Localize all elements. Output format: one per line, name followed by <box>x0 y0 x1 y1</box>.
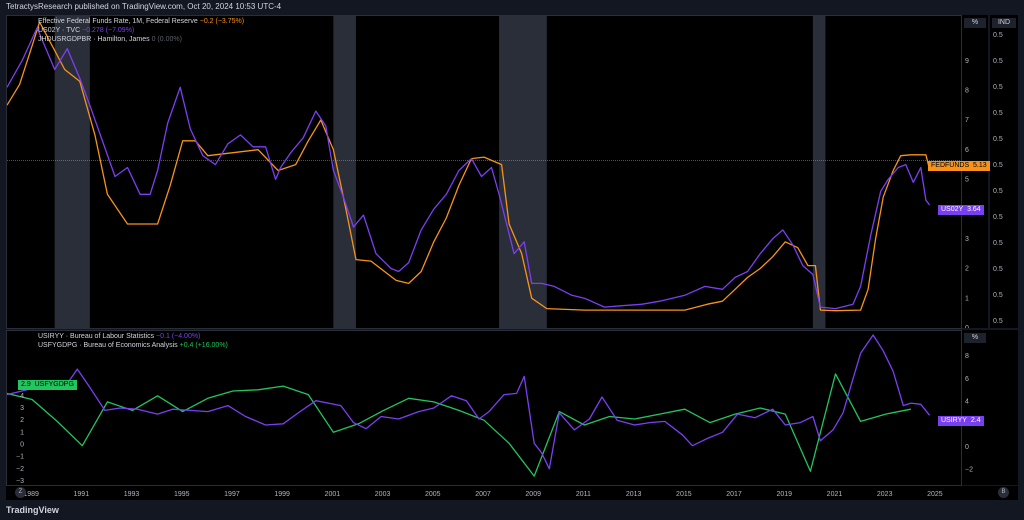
pane1-left-axis: 9876543210 <box>965 58 969 328</box>
x-tick-label: 2003 <box>375 491 391 498</box>
macro-pane[interactable] <box>6 330 962 486</box>
pane2-left-tick-label: 3 <box>20 405 24 412</box>
pane2-left-tick-label: −1 <box>16 454 24 461</box>
percent-scale-button[interactable]: % <box>964 18 986 28</box>
x-tick-label: 1999 <box>274 491 290 498</box>
x-tick-label: 1995 <box>174 491 190 498</box>
legend-row-recession[interactable]: JHDUSRGDPBR · Hamilton, James 0 (0.00%) <box>38 36 182 43</box>
y-tick-label: 9 <box>965 58 969 65</box>
tradingview-logo: TradingView <box>6 505 59 515</box>
x-tick-label: 1997 <box>224 491 240 498</box>
indicator-scale-button[interactable]: IND <box>992 18 1016 28</box>
pane1-right-axis: 0.5 0.5 0.5 0.5 0.5 0.5 0.5 0.5 0.5 0.5 0.5 0.5 <box>993 32 1003 325</box>
pane2-left-tick-label: 4 <box>20 393 24 400</box>
publish-info-bar: TetractysResearch published on TradingVi… <box>0 0 1024 14</box>
zoom-button[interactable]: Z <box>15 487 26 498</box>
y-tick-label: 5 <box>965 177 969 184</box>
y-tick-label: 7 <box>965 117 969 124</box>
series-line-usfygdpg <box>6 373 911 477</box>
us02y-price-tag: US02Y 3.64 <box>938 205 984 215</box>
pane2-legend: USIRYY · Bureau of Labour Statistics −0.… <box>38 332 228 350</box>
pane2-left-tick-label: 0 <box>20 442 24 449</box>
y-tick-label: 2 <box>965 266 969 273</box>
usiryy-price-tag: USIRYY 2.4 <box>938 416 984 426</box>
pane2-right-tick-label: −2 <box>965 467 973 474</box>
publish-info-text: TetractysResearch published on TradingVi… <box>6 2 282 11</box>
rates-chart[interactable] <box>6 16 961 328</box>
series-line-usiryy <box>6 334 931 470</box>
series-line-fedfunds <box>6 21 931 312</box>
recession-band-3 <box>812 16 826 328</box>
pane1-left-scale[interactable]: % 9876543210 <box>962 15 988 328</box>
recession-band-2 <box>499 16 547 328</box>
y-tick-label: 3 <box>965 236 969 243</box>
pane2-left-tick-label: 2 <box>20 417 24 424</box>
indicator-tick-label: 0.5 <box>993 240 1003 247</box>
x-tick-label: 2019 <box>776 491 792 498</box>
indicator-tick-label: 0.5 <box>993 162 1003 169</box>
x-tick-label: 2023 <box>877 491 893 498</box>
footer-bar: TradingView <box>0 500 1024 520</box>
time-axis[interactable]: 1989 1991 1993 1995 1997 1999 2001 2003 2005 2007… <box>6 486 1018 500</box>
usfygdpg-price-tag: 2.9 USFYGDPG <box>18 380 77 390</box>
x-tick-label: 2025 <box>927 491 943 498</box>
indicator-tick-label: 0.5 <box>993 110 1003 117</box>
x-tick-label: 2005 <box>425 491 441 498</box>
indicator-tick-label: 0.5 <box>993 318 1003 325</box>
recession-band-0 <box>54 16 90 328</box>
indicator-tick-label: 0.5 <box>993 136 1003 143</box>
time-axis-labels: 1989 1991 1993 1995 1997 1999 2001 2003 2005 2007… <box>23 491 943 498</box>
legend-row-us02y[interactable]: US02Y · TVC −0.278 (−7.09%) <box>38 27 135 34</box>
pane2-left-tick-label: −2 <box>16 466 24 473</box>
indicator-tick-label: 0.5 <box>993 58 1003 65</box>
series-line-us02y <box>6 27 931 310</box>
indicator-tick-label: 0.5 <box>993 266 1003 273</box>
pane2-right-tick-label: 8 <box>965 353 969 360</box>
pane2-right-tick-label: 0 <box>965 444 969 451</box>
scale-toggle-button[interactable]: B <box>998 487 1009 498</box>
x-tick-label: 2015 <box>676 491 692 498</box>
pane2-right-axis: −202468 <box>965 353 973 474</box>
x-tick-label: 2009 <box>525 491 541 498</box>
pane2-left-tick-label: −3 <box>16 478 24 485</box>
y-tick-label: 8 <box>965 87 969 94</box>
x-tick-label: 2021 <box>827 491 843 498</box>
pane2-right-tick-label: 6 <box>965 376 969 383</box>
pane2-right-tick-label: 4 <box>965 398 969 405</box>
legend-row-fedfunds[interactable]: Effective Federal Funds Rate, 1M, Federa… <box>38 18 245 25</box>
x-tick-label: 1991 <box>74 491 90 498</box>
y-tick-label: 0 <box>965 325 969 328</box>
pane2-percent-button[interactable]: % <box>964 333 986 343</box>
price-pane[interactable] <box>6 15 962 329</box>
fedfunds-price-tag: FEDFUNDS 5.13 <box>928 161 990 171</box>
pane1-legend: Effective Federal Funds Rate, 1M, Federa… <box>38 17 244 44</box>
pane2-right-scale[interactable]: % −202468 <box>962 330 1018 485</box>
recession-band-1 <box>333 16 356 328</box>
pane2-left-axis: −3−2−1012345 <box>16 381 24 485</box>
x-tick-label: 2011 <box>576 491 591 498</box>
x-tick-label: 2017 <box>726 491 742 498</box>
indicator-tick-label: 0.5 <box>993 84 1003 91</box>
indicator-tick-label: 0.5 <box>993 32 1003 39</box>
indicator-tick-label: 0.5 <box>993 214 1003 221</box>
inflation-gdp-chart[interactable] <box>6 331 961 485</box>
x-tick-label: 2013 <box>626 491 642 498</box>
x-tick-label: 2007 <box>475 491 491 498</box>
indicator-tick-label: 0.5 <box>993 188 1003 195</box>
y-tick-label: 6 <box>965 147 969 154</box>
legend-row-usiryy[interactable]: USIRYY · Bureau of Labour Statistics −0.… <box>38 333 201 340</box>
x-tick-label: 2001 <box>325 491 341 498</box>
pane2-left-tick-label: 1 <box>20 429 24 436</box>
x-tick-label: 1993 <box>124 491 140 498</box>
legend-row-usfygdpg[interactable]: USFYGDPG · Bureau of Economics Analysis … <box>38 342 228 349</box>
x-tick-label: 1989 <box>23 491 39 498</box>
pane1-right-scale[interactable]: IND 0.5 0.5 0.5 0.5 0.5 0.5 0.5 0.5 0.5 0.5 0.5 0.5 <box>990 15 1018 328</box>
y-tick-label: 1 <box>965 295 969 302</box>
indicator-tick-label: 0.5 <box>993 292 1003 299</box>
